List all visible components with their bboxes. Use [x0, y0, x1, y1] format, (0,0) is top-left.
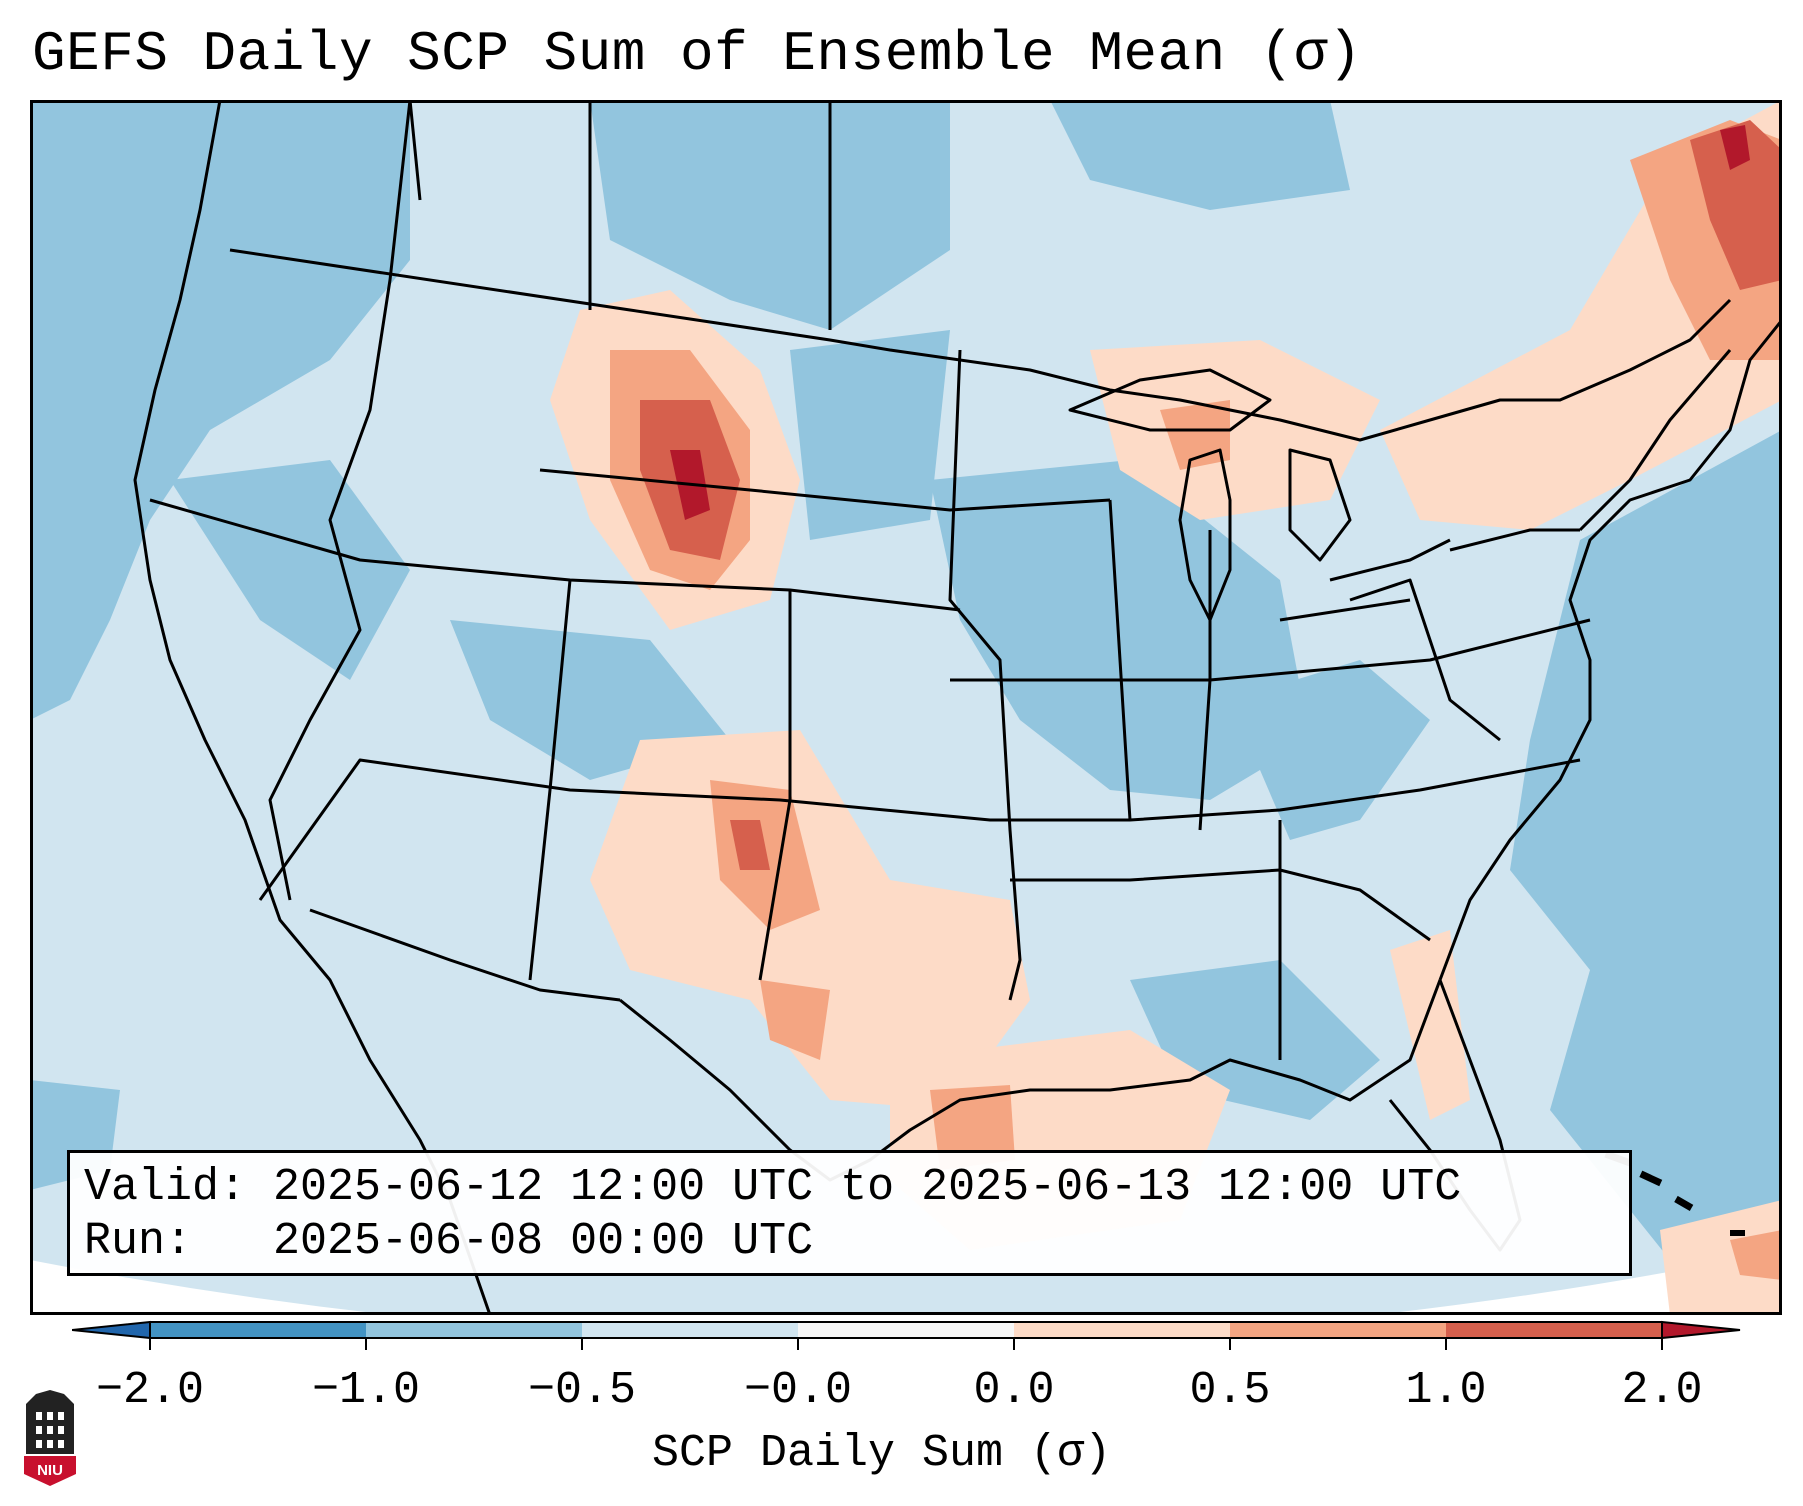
patch-atlantic	[1510, 430, 1782, 1260]
colorbar-seg-5	[1014, 1322, 1230, 1338]
patch-great-lakes	[1090, 340, 1380, 520]
mexico-border	[309, 908, 621, 1002]
map-outlines	[133, 100, 1782, 1315]
state-line-i	[1198, 530, 1212, 831]
patch-texas-core	[730, 820, 770, 870]
negative-anomaly-patches	[30, 100, 1782, 1260]
colorbar-tick-label: 0.5	[1189, 1365, 1271, 1416]
logo-shield	[24, 1456, 76, 1486]
colorbar-tick-label: −0.0	[743, 1365, 853, 1416]
colorbar-over-arrow	[1661, 1320, 1741, 1340]
colorbar-seg-3	[582, 1322, 798, 1338]
state-line-m	[1279, 598, 1411, 622]
patch-northern-plains	[590, 100, 950, 330]
colorbar-seg-6	[1230, 1322, 1446, 1338]
patch-dakotas	[790, 330, 950, 540]
patch-midwest	[930, 460, 1310, 800]
colorbar-under-arrow	[72, 1320, 151, 1340]
state-line-n	[408, 100, 422, 201]
logo-tower-icon	[26, 1390, 74, 1454]
state-line-b	[258, 758, 1581, 901]
patch-great-basin	[170, 460, 410, 680]
map-title: GEFS Daily SCP Sum of Ensemble Mean (σ)	[32, 22, 1363, 86]
patch-pacific-northwest	[30, 100, 410, 720]
colorbar-ticks	[149, 1338, 1663, 1350]
colorbar-tick-label: 2.0	[1621, 1365, 1703, 1416]
state-line-d	[528, 579, 572, 981]
lake-michigan	[1178, 448, 1232, 622]
atlantic-coastline	[1438, 319, 1782, 981]
patch-quebec-core	[1690, 120, 1782, 290]
colorbar-tick-label: −2.0	[95, 1365, 205, 1416]
patch-florida-east	[1390, 930, 1470, 1120]
map-panel	[30, 100, 1782, 1315]
lake-huron	[1288, 448, 1352, 562]
pacific-coastline	[133, 100, 492, 1315]
colorbar-seg-2	[366, 1322, 582, 1338]
state-line-c	[758, 590, 792, 981]
map-border	[30, 100, 1782, 1315]
gulf-coastline	[619, 979, 1442, 1182]
st-lawrence	[1578, 349, 1732, 532]
logo-text: NIU	[37, 1462, 63, 1479]
state-line-l	[1349, 578, 1501, 742]
state-line-g	[950, 618, 1591, 682]
colorbar-label: SCP Daily Sum (σ)	[652, 1428, 1112, 1479]
island	[1730, 1230, 1745, 1236]
positive-anomaly-patches	[550, 100, 1782, 1315]
state-line-e	[539, 468, 1111, 512]
island	[1639, 1170, 1663, 1187]
lake-erie-ontario	[1329, 528, 1580, 582]
colorbar-tick-label: −1.0	[311, 1365, 421, 1416]
colorbar-tick-label: 0.0	[973, 1365, 1055, 1416]
west-interior-line	[268, 100, 412, 901]
state-line-h	[1108, 499, 1132, 821]
colorbar-seg-4	[798, 1322, 1014, 1338]
outside-domain	[30, 1250, 1782, 1315]
state-line-f	[948, 349, 1022, 1001]
canada-border	[229, 248, 1732, 442]
run-time: Run: 2025-06-08 00:00 UTC	[84, 1216, 814, 1267]
colorbar-outline	[149, 1321, 1663, 1339]
colorbar-tick-label: −0.5	[527, 1365, 637, 1416]
patch-canada-shield	[1050, 100, 1350, 210]
valid-time: Valid: 2025-06-12 12:00 UTC to 2025-06-1…	[84, 1162, 1462, 1213]
patch-caribbean-mid	[1730, 1230, 1782, 1280]
patch-south-texas	[760, 980, 830, 1060]
patch-caribbean	[1660, 1200, 1782, 1315]
island	[1674, 1195, 1694, 1211]
colorbar-tick-label: 1.0	[1405, 1365, 1487, 1416]
patch-southeast	[1230, 660, 1430, 840]
patch-quebec-max	[1720, 125, 1750, 170]
colorbar-seg-7	[1446, 1322, 1662, 1338]
niu-logo: NIU	[24, 1390, 76, 1486]
colorbar-seg-1	[150, 1322, 366, 1338]
colorbar	[72, 1320, 1741, 1350]
validity-info-box: Valid: 2025-06-12 12:00 UTC to 2025-06-1…	[67, 1150, 1632, 1276]
lake-superior	[1068, 368, 1272, 432]
patch-texas-light	[590, 730, 1030, 1110]
